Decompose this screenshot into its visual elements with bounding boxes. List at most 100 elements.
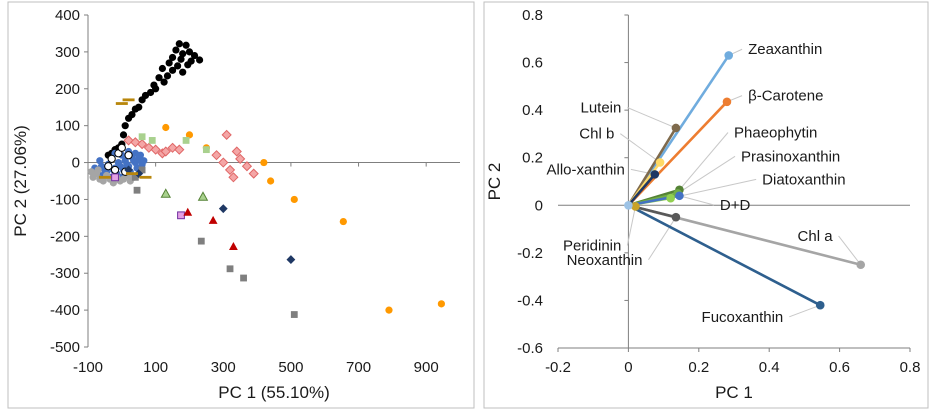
scores-point: [158, 64, 166, 73]
scores-point: [177, 211, 185, 220]
scores-point: [248, 168, 259, 179]
scores-x-tick-label: 100: [143, 359, 168, 376]
loading-point-fucoxanthin: [815, 300, 825, 310]
loading-leader-chl-b: [620, 133, 661, 163]
scores-series-square: [131, 166, 298, 318]
scores-point: [437, 300, 445, 308]
loading-leader-phaeophytin: [679, 132, 729, 191]
scores-point: [224, 164, 236, 176]
scores-point: [168, 66, 177, 74]
scores-point: [138, 133, 146, 141]
scores-point: [110, 165, 120, 175]
loading-vector-allo-xanthin: [627, 173, 657, 207]
scores-point: [115, 102, 128, 105]
scores-point: [131, 105, 139, 113]
scores-x-tick-label: 300: [211, 359, 236, 376]
loading-leader-lutein: [627, 107, 677, 129]
scores-series-square: [111, 173, 185, 220]
scores-x-tick-label: 700: [346, 359, 371, 376]
scores-point: [124, 151, 133, 160]
loadings-y-tick-label: 0.2: [522, 150, 543, 167]
scores-point: [286, 255, 296, 264]
scores-point: [107, 154, 116, 163]
scores-series-diamond: [123, 129, 259, 183]
scores-point: [94, 166, 102, 174]
loading-label-chl-a: Chl a: [798, 228, 834, 245]
scores-point: [139, 175, 152, 179]
scores-y-tick-label: -300: [50, 265, 80, 282]
scores-point: [185, 131, 194, 139]
scores-x-tick-label: -100: [73, 359, 103, 376]
loadings-x-tick-label: -0.2: [545, 359, 571, 376]
loading-label-carotene: β-Carotene: [748, 88, 823, 105]
scores-point: [98, 175, 111, 179]
scores-point: [174, 62, 182, 70]
scores-y-tick-label: 100: [55, 118, 80, 135]
loading-point-diatoxanthin: [666, 193, 675, 203]
scores-point: [111, 173, 119, 182]
scores-plot-points: [87, 40, 445, 318]
scores-point: [218, 157, 229, 168]
loading-leader-d-d: [679, 195, 715, 206]
scores-y-tick-label: 300: [55, 44, 80, 61]
scores-y-tick-label: -500: [50, 339, 80, 356]
loading-leader-prasinoxanthin: [677, 155, 736, 194]
loadings-plot-y-axis-label: PC 2: [485, 163, 504, 201]
scores-point: [202, 146, 210, 154]
loading-point-allo-xanthin: [650, 170, 660, 179]
scores-point: [96, 157, 104, 165]
scores-point: [229, 242, 238, 251]
loading-point-chl-b: [655, 158, 665, 167]
scores-point: [240, 274, 247, 282]
scores-point: [211, 150, 222, 161]
loadings-origin-point: [624, 200, 633, 210]
scores-point: [226, 265, 234, 273]
scores-point: [339, 217, 347, 226]
scores-point: [235, 153, 246, 164]
scores-point: [177, 55, 185, 63]
loading-leader-diatoxanthin: [670, 178, 757, 199]
loading-leader-peridinin: [626, 206, 636, 246]
scores-y-tick-label: 0: [72, 155, 80, 172]
scores-point: [290, 195, 298, 204]
loading-label-prasinoxanthin: Prasinoxanthin: [741, 148, 840, 165]
scores-point: [172, 46, 180, 54]
loadings-y-tick-label: 0.8: [522, 7, 543, 24]
loadings-x-tick-label: 0.2: [688, 359, 709, 376]
scores-plot-panel: 400 300 200 100 0 -100 -200 -300 -400 -500 -100 100…: [7, 1, 475, 409]
scores-point: [231, 146, 242, 157]
loading-point-lutein: [671, 123, 681, 133]
scores-point: [138, 96, 146, 104]
scores-series-square: [138, 133, 210, 154]
scores-point: [119, 131, 128, 139]
loading-point-neoxanthin: [671, 212, 681, 222]
loadings-vectors: [624, 51, 866, 310]
scores-point: [148, 137, 156, 144]
scores-y-tick-label: -100: [50, 191, 80, 208]
scores-point: [131, 173, 139, 181]
scores-point: [184, 61, 192, 69]
scores-point: [124, 165, 133, 175]
scores-point: [196, 56, 204, 64]
loading-label-allo-xanthin: Allo-xanthin: [546, 161, 624, 178]
loading-point-d-d: [675, 191, 684, 201]
loadings-labels: Zeaxanthin β-Carotene Lutein Chl b Phaeophyt…: [546, 41, 845, 326]
scores-point: [133, 186, 141, 194]
loadings-plot-x-axis-label: PC 1: [715, 383, 753, 402]
loadings-y-tick-label: 0.6: [522, 55, 543, 72]
loadings-x-tick-label: 0.4: [759, 359, 780, 376]
scores-point: [162, 123, 170, 132]
scores-point: [160, 78, 168, 86]
scores-point: [241, 161, 253, 172]
loadings-leader-lines: [620, 48, 862, 318]
loading-point-peridinin: [631, 202, 640, 211]
loading-label-lutein: Lutein: [580, 100, 621, 117]
scores-point: [175, 40, 183, 48]
scores-plot-y-axis-label: PC 2 (27.06%): [11, 125, 30, 237]
loadings-x-tick-label: 0.8: [900, 359, 921, 376]
scores-point: [160, 146, 171, 157]
scores-series-triangle: [160, 188, 209, 201]
loadings-y-tick-label: 0: [535, 197, 543, 214]
scores-point: [197, 237, 205, 245]
scores-plot-frame: [7, 1, 475, 409]
